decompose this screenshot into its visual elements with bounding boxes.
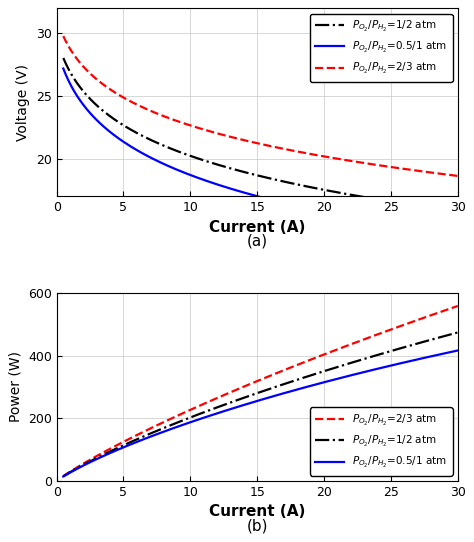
$P_{O_2}/P_{H_2}$=2/3 atm xyxy=(294,148,300,154)
$P_{O_2}/P_{H_2}$=1/2 atm xyxy=(393,346,399,353)
$P_{O_2}/P_{H_2}$=1/2 atm xyxy=(418,339,424,346)
Line: $P_{O_2}/P_{H_2}$=0.5/1 atm: $P_{O_2}/P_{H_2}$=0.5/1 atm xyxy=(64,351,458,476)
Line: $P_{O_2}/P_{H_2}$=2/3 atm: $P_{O_2}/P_{H_2}$=2/3 atm xyxy=(64,306,458,476)
$P_{O_2}/P_{H_2}$=1/2 atm xyxy=(61,473,66,480)
$P_{O_2}/P_{H_2}$=2/3 atm xyxy=(418,315,424,322)
$P_{O_2}/P_{H_2}$=0.5/1 atm xyxy=(62,69,67,75)
$P_{O_2}/P_{H_2}$=1/2 atm xyxy=(455,329,461,335)
$P_{O_2}/P_{H_2}$=1/2 atm xyxy=(62,472,67,479)
$P_{O_2}/P_{H_2}$=2/3 atm xyxy=(393,325,399,331)
$P_{O_2}/P_{H_2}$=0.5/1 atm xyxy=(62,473,67,479)
$P_{O_2}/P_{H_2}$=2/3 atm xyxy=(61,473,66,479)
$P_{O_2}/P_{H_2}$=1/2 atm xyxy=(61,55,66,61)
$P_{O_2}/P_{H_2}$=0.5/1 atm xyxy=(295,203,301,210)
Line: $P_{O_2}/P_{H_2}$=2/3 atm: $P_{O_2}/P_{H_2}$=2/3 atm xyxy=(64,36,458,176)
$P_{O_2}/P_{H_2}$=2/3 atm xyxy=(295,362,301,368)
$P_{O_2}/P_{H_2}$=1/2 atm xyxy=(302,374,308,380)
$P_{O_2}/P_{H_2}$=2/3 atm xyxy=(455,173,461,179)
$P_{O_2}/P_{H_2}$=0.5/1 atm xyxy=(302,204,308,211)
$P_{O_2}/P_{H_2}$=0.5/1 atm xyxy=(61,473,66,480)
$P_{O_2}/P_{H_2}$=0.5/1 atm xyxy=(302,384,308,391)
X-axis label: Current (A): Current (A) xyxy=(209,504,305,519)
Line: $P_{O_2}/P_{H_2}$=1/2 atm: $P_{O_2}/P_{H_2}$=1/2 atm xyxy=(64,332,458,476)
$P_{O_2}/P_{H_2}$=2/3 atm xyxy=(393,164,399,171)
Legend: $P_{O_2}/P_{H_2}$=1/2 atm, $P_{O_2}/P_{H_2}$=0.5/1 atm, $P_{O_2}/P_{H_2}$=2/3 at: $P_{O_2}/P_{H_2}$=1/2 atm, $P_{O_2}/P_{H… xyxy=(310,14,453,82)
X-axis label: Current (A): Current (A) xyxy=(209,220,305,235)
$P_{O_2}/P_{H_2}$=2/3 atm xyxy=(455,303,461,309)
$P_{O_2}/P_{H_2}$=0.5/1 atm xyxy=(455,232,461,238)
Text: (b): (b) xyxy=(246,518,268,533)
$P_{O_2}/P_{H_2}$=1/2 atm xyxy=(393,199,399,205)
$P_{O_2}/P_{H_2}$=0.5/1 atm xyxy=(294,386,300,393)
Line: $P_{O_2}/P_{H_2}$=1/2 atm: $P_{O_2}/P_{H_2}$=1/2 atm xyxy=(64,58,458,211)
$P_{O_2}/P_{H_2}$=0.5/1 atm xyxy=(61,65,66,72)
$P_{O_2}/P_{H_2}$=1/2 atm xyxy=(294,377,300,383)
$P_{O_2}/P_{H_2}$=0.5/1 atm xyxy=(393,222,399,229)
$P_{O_2}/P_{H_2}$=1/2 atm xyxy=(62,58,67,64)
$P_{O_2}/P_{H_2}$=2/3 atm xyxy=(302,359,308,365)
$P_{O_2}/P_{H_2}$=0.5/1 atm xyxy=(455,347,461,354)
$P_{O_2}/P_{H_2}$=0.5/1 atm xyxy=(393,361,399,367)
Line: $P_{O_2}/P_{H_2}$=0.5/1 atm: $P_{O_2}/P_{H_2}$=0.5/1 atm xyxy=(64,68,458,235)
$P_{O_2}/P_{H_2}$=1/2 atm xyxy=(295,182,301,188)
Y-axis label: Voltage (V): Voltage (V) xyxy=(16,64,30,141)
$P_{O_2}/P_{H_2}$=0.5/1 atm xyxy=(418,356,424,362)
$P_{O_2}/P_{H_2}$=1/2 atm xyxy=(294,181,300,188)
Text: (a): (a) xyxy=(246,234,268,249)
$P_{O_2}/P_{H_2}$=1/2 atm xyxy=(302,183,308,189)
$P_{O_2}/P_{H_2}$=2/3 atm xyxy=(302,150,308,156)
$P_{O_2}/P_{H_2}$=1/2 atm xyxy=(295,376,301,383)
$P_{O_2}/P_{H_2}$=1/2 atm xyxy=(455,208,461,215)
Legend: $P_{O_2}/P_{H_2}$=2/3 atm, $P_{O_2}/P_{H_2}$=1/2 atm, $P_{O_2}/P_{H_2}$=0.5/1 at: $P_{O_2}/P_{H_2}$=2/3 atm, $P_{O_2}/P_{H… xyxy=(310,408,453,475)
$P_{O_2}/P_{H_2}$=2/3 atm xyxy=(418,168,424,175)
$P_{O_2}/P_{H_2}$=2/3 atm xyxy=(62,472,67,479)
$P_{O_2}/P_{H_2}$=2/3 atm xyxy=(295,149,301,155)
$P_{O_2}/P_{H_2}$=2/3 atm xyxy=(294,362,300,369)
Y-axis label: Power (W): Power (W) xyxy=(9,351,22,422)
$P_{O_2}/P_{H_2}$=0.5/1 atm xyxy=(294,203,300,209)
$P_{O_2}/P_{H_2}$=0.5/1 atm xyxy=(418,227,424,233)
$P_{O_2}/P_{H_2}$=0.5/1 atm xyxy=(295,386,301,392)
$P_{O_2}/P_{H_2}$=2/3 atm xyxy=(62,36,67,42)
$P_{O_2}/P_{H_2}$=2/3 atm xyxy=(61,33,66,40)
$P_{O_2}/P_{H_2}$=1/2 atm xyxy=(418,203,424,209)
